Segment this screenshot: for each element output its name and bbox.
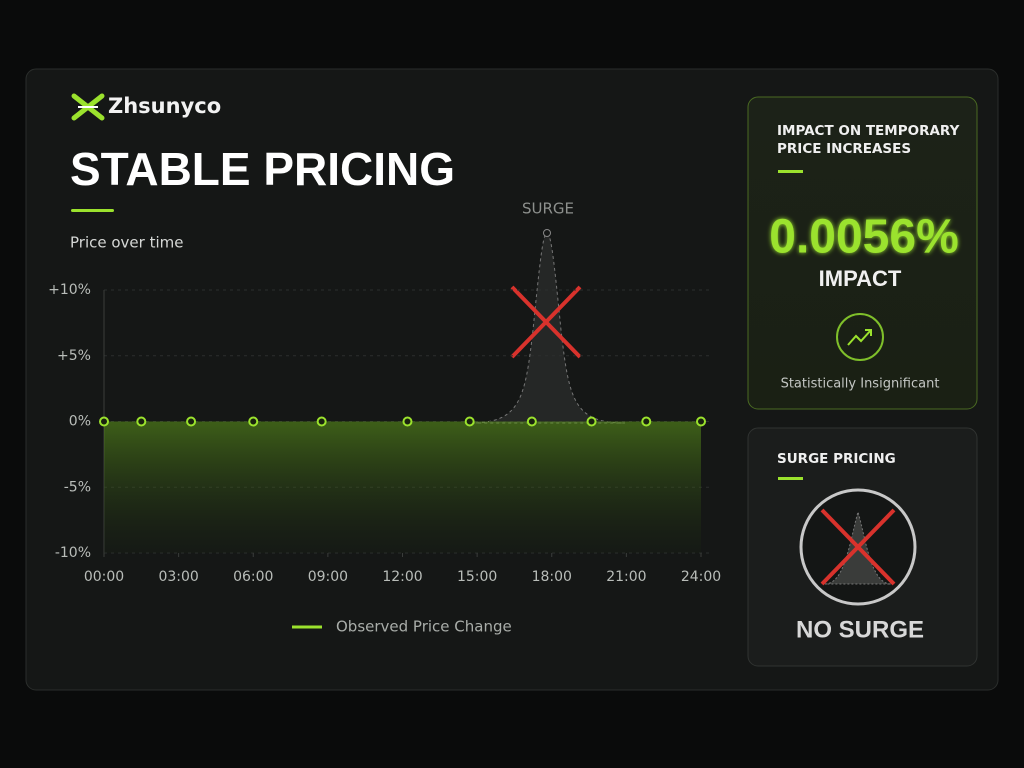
panel-underline [778, 477, 803, 480]
data-point [586, 416, 597, 427]
title-underline [71, 209, 114, 212]
data-point [186, 416, 197, 427]
chart-subtitle: Price over time [70, 234, 183, 252]
y-tick-label: -10% [55, 545, 91, 561]
x-tick-label: 12:00 [382, 569, 422, 585]
data-point [641, 416, 652, 427]
impact-value: 0.0056% [769, 211, 959, 264]
x-tick-label: 09:00 [308, 569, 348, 585]
annotation: SURGE [522, 200, 574, 218]
plot: +10% +5% 0% -5% -10% 00:00 03:00 06:00 09:00 12:0… [48, 282, 721, 636]
surge-ghost [469, 229, 626, 424]
y-tick-label: +5% [57, 348, 91, 364]
data-point [99, 416, 109, 427]
x-tick-label: 03:00 [158, 569, 198, 585]
logo-icon [71, 93, 105, 121]
x-tick-label: 21:00 [606, 569, 646, 585]
x-tick-label: 06:00 [233, 569, 273, 585]
no-surge-icon [799, 488, 917, 606]
data-point [248, 416, 259, 427]
data-point [402, 416, 413, 427]
impact-panel [747, 96, 978, 410]
chart-title: STABLE PRICING [70, 143, 455, 195]
y-tick-label: 0% [69, 414, 91, 430]
data-point [136, 416, 147, 427]
x-tick-label: 24:00 [681, 569, 721, 585]
panel-title: SURGE PRICING [777, 451, 896, 467]
x-tick-label: 18:00 [532, 569, 572, 585]
y-tick-label: +10% [48, 282, 91, 298]
legend-label: Observed Price Change [336, 618, 512, 636]
data-point [464, 416, 475, 427]
y-tick-label: -5% [64, 479, 91, 495]
impact-note: Statistically Insignificant [781, 377, 940, 392]
brand: Zhsunyco [108, 94, 221, 118]
data-point [526, 416, 537, 427]
panel-title: IMPACT ON TEMPORARY [777, 123, 960, 139]
data-point [696, 416, 706, 427]
x-tick-label: 15:00 [457, 569, 497, 585]
surge-status: NO SURGE [796, 616, 924, 643]
panel-title: PRICE INCREASES [777, 141, 911, 157]
impact-caption: IMPACT [819, 266, 902, 291]
trend-icon [836, 313, 884, 361]
x-tick-label: 00:00 [84, 569, 124, 585]
area-fill [104, 421, 701, 553]
data-point [316, 416, 327, 427]
panel-underline [778, 170, 803, 173]
